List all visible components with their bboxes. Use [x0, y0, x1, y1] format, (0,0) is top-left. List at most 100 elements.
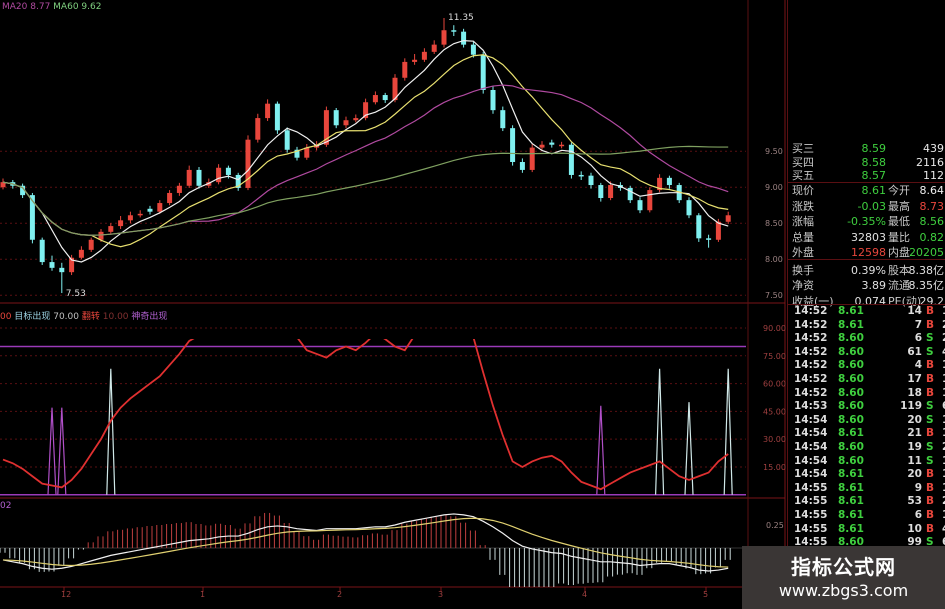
trade-price: 8.61 — [838, 495, 864, 508]
candle-up — [245, 139, 251, 188]
trade-count: 2 — [942, 494, 945, 508]
stat-label: 外盘 — [792, 246, 814, 259]
stat-label-2: 今开 — [888, 184, 910, 197]
trade-time: 14:52 — [794, 305, 828, 317]
trade-time: 14:52 — [794, 386, 828, 399]
stat-value-2: 8.73 — [919, 199, 945, 213]
candle-up — [108, 226, 114, 232]
y-axis: 9.50 9.00 8.50 8.00 7.50 90.00 75.00 60.00 45.00… — [763, 147, 786, 530]
stat-value: -0.35% — [847, 215, 886, 228]
trade-price: 8.61 — [838, 522, 864, 535]
trade-price: 8.60 — [838, 536, 864, 549]
trade-row: 14:52 8.61 7B2 — [788, 318, 945, 332]
candle-down — [686, 200, 692, 216]
stock-chart[interactable]: 9.50 9.00 8.50 8.00 7.50 90.00 75.00 60.00 45.00… — [0, 0, 790, 609]
magic-label: 神奇出现 — [131, 312, 168, 322]
candle-down — [461, 31, 467, 45]
x-tick-label: 12 — [61, 590, 71, 599]
candle-up — [255, 118, 261, 140]
trade-volume: 19 — [907, 441, 922, 453]
trade-volume: 14 — [907, 305, 922, 317]
trade-row: 14:52 8.60 17 B1 — [788, 372, 945, 386]
candle-up — [608, 185, 614, 198]
trade-time: 14:52 — [794, 359, 828, 372]
stat-row: 净资 3.89 流通 8.35亿 — [788, 278, 945, 293]
ma60-value: 9.62 — [81, 2, 102, 12]
trade-side: B — [926, 373, 935, 385]
candle-up — [176, 185, 182, 193]
indicator-line — [2, 339, 729, 491]
candle-up — [304, 147, 310, 158]
candle-down — [451, 30, 457, 32]
candle-down — [666, 177, 672, 186]
trade-price: 8.60 — [838, 359, 864, 372]
trade-count: 4 — [942, 345, 945, 359]
candle-up — [0, 182, 6, 188]
stat-row: 换手 0.39% 股本 8.38亿 — [788, 263, 945, 278]
trade-time: 14:55 — [794, 481, 828, 494]
candle-up — [127, 215, 133, 221]
trade-time: 14:53 — [794, 400, 828, 413]
period-strip[interactable] — [0, 597, 742, 609]
high-price-annotation: 11.35 — [448, 13, 474, 23]
divider — [788, 304, 945, 305]
trade-time: 14:52 — [794, 373, 828, 385]
candle-up — [343, 120, 349, 126]
trade-time: 14:54 — [794, 441, 828, 453]
trade-volume: 99 — [907, 536, 922, 549]
candle-up — [118, 220, 124, 227]
trade-row: 14:52 8.60 61 S4 — [788, 345, 945, 359]
candle-up — [265, 103, 271, 119]
candle-down — [519, 162, 525, 170]
ma-legend: MA20 8.77 MA60 9.62 — [2, 2, 101, 12]
trade-side: S — [926, 454, 934, 467]
trade-side: S — [926, 345, 934, 358]
trade-count: 1 — [942, 304, 945, 318]
ma10-line — [2, 54, 729, 248]
dif-line — [2, 513, 729, 572]
bid-row: 买三 8.59 439 — [788, 141, 945, 156]
macd-tick-label: 0.25 — [766, 521, 784, 530]
stat-label: 净资 — [792, 279, 814, 292]
stat-label-2: 流通 — [888, 279, 910, 292]
trade-side: S — [926, 413, 934, 426]
candle-up — [657, 177, 663, 191]
trade-volume: 20 — [907, 413, 922, 426]
candle-down — [274, 103, 280, 131]
trade-row: 14:54 8.60 20 S1 — [788, 413, 945, 427]
bid-volume: 2116 — [916, 155, 944, 169]
ma60-label: MA60 — [53, 2, 79, 12]
trade-side: B — [926, 318, 935, 331]
price-tick-label: 9.00 — [765, 183, 783, 192]
candle-down — [333, 110, 339, 126]
trade-volume: 53 — [907, 495, 922, 508]
watermark: 指标公式网 www.zbgs3.com — [742, 546, 945, 609]
trade-row: 14:55 8.61 9B1 — [788, 481, 945, 495]
quote-panel: 买三 8.59 439 买四 8.58 2116 买五 8.57 112 现价 8.61 今开 8.64… — [787, 0, 945, 609]
trade-price: 8.60 — [838, 400, 864, 413]
stat-row: 涨跌 -0.03 最高 8.73 — [788, 199, 945, 214]
candle-down — [549, 142, 555, 145]
candle-down — [706, 238, 712, 240]
candle-down — [382, 95, 388, 101]
candle-up — [78, 249, 84, 258]
stat-row: 总量 32803 量比 0.82 — [788, 230, 945, 245]
candle-up — [559, 144, 565, 147]
stat-value: 0.39% — [851, 263, 886, 277]
candle-up — [98, 231, 104, 240]
candle-down — [470, 44, 476, 55]
bid-volume: 112 — [923, 169, 944, 182]
trade-volume: 21 — [907, 427, 922, 440]
trade-side: S — [926, 441, 934, 453]
trade-price: 8.61 — [838, 318, 864, 331]
indicator-legend: 00 目标出现 70.00 翻转 10.00 神奇出现 — [0, 309, 167, 322]
trade-count: 1 — [942, 426, 945, 440]
trade-row: 14:54 8.60 11 S1 — [788, 454, 945, 468]
trade-time: 14:52 — [794, 332, 828, 345]
stat-row: 外盘 12598 内盘 20205 — [788, 245, 945, 260]
trade-price: 8.60 — [838, 454, 864, 467]
trade-count: 1 — [942, 413, 945, 427]
watermark-url: www.zbgs3.com — [778, 581, 909, 600]
trade-side: B — [926, 481, 935, 494]
bid-volume: 439 — [923, 142, 944, 155]
